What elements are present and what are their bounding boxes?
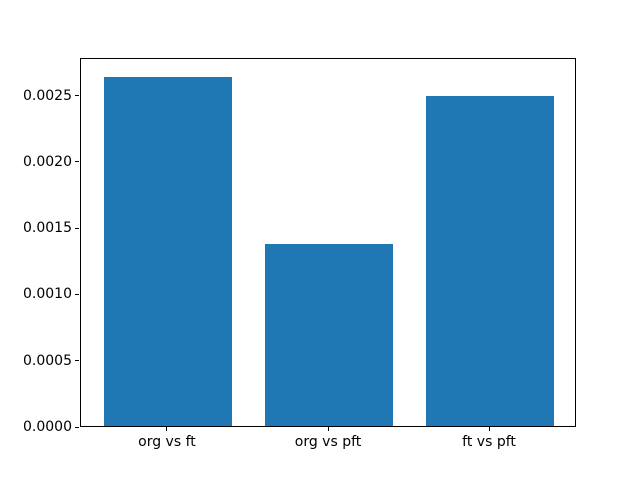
y-tick-label: 0.0010	[23, 286, 72, 303]
y-tick-mark	[75, 360, 79, 362]
x-tick-label: org vs ft	[138, 434, 196, 450]
bar-org-vs-ft	[103, 76, 233, 426]
y-tick-mark	[75, 293, 79, 295]
y-tick-mark	[75, 161, 79, 163]
y-tick-mark	[75, 227, 79, 229]
y-tick-label: 0.0020	[23, 153, 72, 170]
x-tick-mark	[166, 427, 168, 431]
x-tick-mark	[327, 427, 329, 431]
plot-area	[80, 58, 576, 427]
y-tick-label: 0.0015	[23, 220, 72, 237]
x-tick-label: org vs pft	[294, 434, 362, 450]
y-tick-mark	[75, 426, 79, 428]
bar-org-vs-pft	[264, 244, 394, 426]
y-tick-mark	[75, 95, 79, 97]
x-tick-label: ft vs pft	[462, 434, 516, 450]
y-tick-label: 0.0000	[23, 419, 72, 435]
y-tick-label: 0.0005	[23, 352, 72, 369]
bar-ft-vs-pft	[425, 96, 555, 426]
x-tick-mark	[488, 427, 490, 431]
y-tick-label: 0.0025	[23, 87, 72, 104]
